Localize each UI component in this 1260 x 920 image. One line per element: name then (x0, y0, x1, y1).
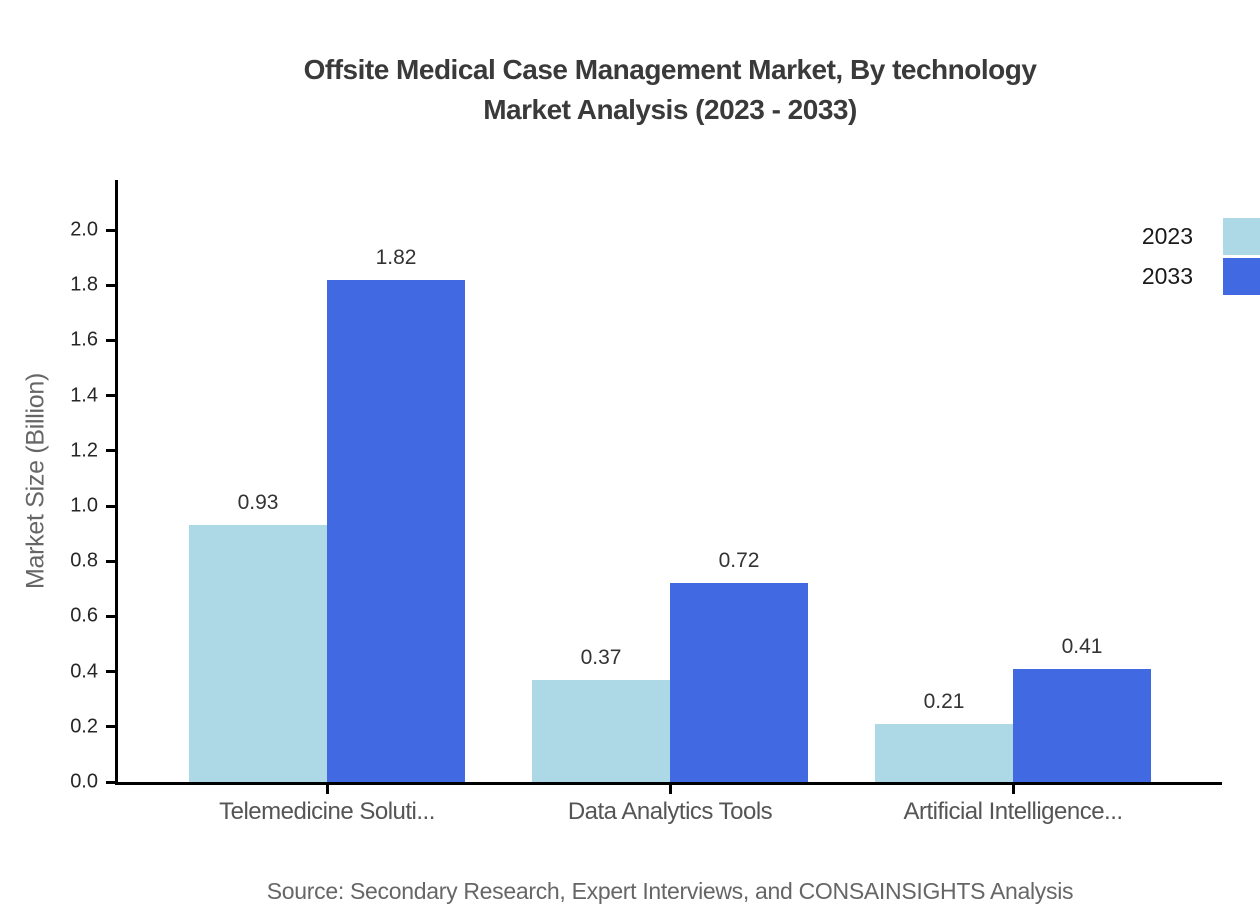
legend-item: 2023 (1142, 216, 1260, 256)
y-axis-line (115, 180, 118, 785)
source-note: Source: Secondary Research, Expert Inter… (266, 878, 1074, 904)
x-category-label: Telemedicine Soluti... (219, 798, 435, 825)
x-tick (668, 785, 672, 794)
y-tick (106, 670, 115, 674)
chart-title-line-1: Offsite Medical Case Management Market, … (303, 54, 1037, 85)
y-tick-label: 1.8 (70, 273, 98, 296)
y-axis-title: Market Size (Billion) (21, 373, 50, 589)
bar-value-label: 0.72 (718, 549, 760, 573)
y-tick (106, 780, 115, 784)
bar-value-label: 1.82 (375, 245, 417, 269)
legend-item: 2033 (1142, 256, 1260, 296)
y-tick (106, 228, 115, 232)
y-tick-label: 0.6 (70, 604, 98, 627)
plot-area: 0.0 0.2 0.4 0.6 0.8 1.0 1.2 1.4 1.6 1.8 2.0 Telemed… (70, 180, 1222, 825)
x-category-label: Artificial Intelligence... (903, 798, 1123, 825)
bar (670, 583, 808, 782)
y-tick (106, 283, 115, 287)
y-tick-label: 0.2 (70, 715, 98, 738)
legend-label: 2033 (1141, 262, 1193, 289)
y-tick (106, 394, 115, 398)
y-tick (106, 614, 115, 618)
y-tick-label: 1.2 (70, 439, 98, 462)
legend-swatch (1223, 257, 1260, 295)
y-tick-label: 1.0 (70, 494, 98, 517)
x-axis-line (115, 782, 1222, 785)
x-tick (325, 785, 329, 794)
x-category-label: Data Analytics Tools (567, 798, 773, 825)
y-tick (106, 449, 115, 453)
bar (189, 525, 327, 782)
bar-value-label: 0.37 (580, 645, 622, 669)
y-tick-label: 0.0 (70, 770, 98, 793)
y-tick-label: 1.4 (70, 384, 98, 407)
y-tick-label: 2.0 (70, 218, 98, 241)
y-tick (106, 504, 115, 508)
x-tick (1011, 785, 1015, 794)
bar-value-label: 0.41 (1061, 634, 1103, 658)
bar-value-label: 0.21 (923, 690, 965, 714)
bar (532, 679, 670, 782)
y-tick (106, 338, 115, 342)
legend-label: 2023 (1141, 222, 1193, 249)
legend-swatch (1223, 217, 1260, 255)
y-tick (106, 725, 115, 729)
y-tick-label: 1.6 (70, 328, 98, 351)
y-tick-label: 0.4 (70, 660, 98, 683)
bar (327, 279, 465, 782)
bar-value-label: 0.93 (237, 491, 279, 515)
legend: 2023 2033 (1142, 216, 1260, 296)
bar (1013, 668, 1151, 782)
y-tick (106, 559, 115, 563)
chart-title-line-2: Market Analysis (2023 - 2033) (483, 94, 857, 125)
bar (875, 724, 1013, 782)
y-tick-label: 0.8 (70, 549, 98, 572)
chart-title: Offsite Medical Case Management Market, … (118, 50, 1222, 130)
